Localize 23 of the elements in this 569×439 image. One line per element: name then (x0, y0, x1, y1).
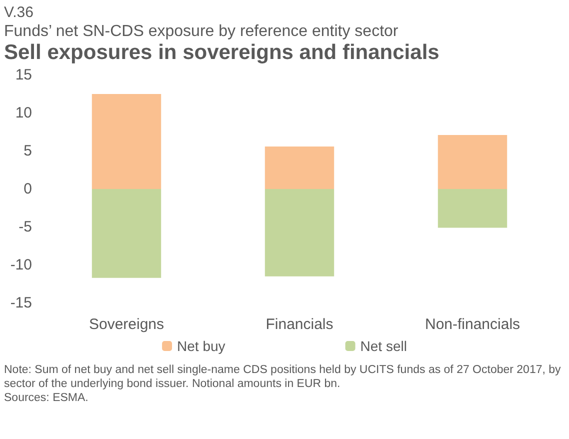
chart-title: Sell exposures in sovereigns and financials (4, 41, 440, 65)
y-tick-label: 10 (15, 104, 32, 122)
bar (264, 146, 334, 189)
x-tick-label: Sovereigns (88, 316, 164, 333)
y-tick-label: 0 (24, 180, 32, 198)
source-note: Sources: ESMA. (4, 391, 90, 405)
y-tick-label: -10 (10, 256, 32, 274)
text: V.36 (4, 4, 34, 22)
bar (92, 189, 162, 278)
bar (264, 189, 334, 276)
x-tick-label: Non-financials (424, 316, 520, 333)
chart-subtitle: Funds’ net SN-CDS exposure by reference entity sector (4, 22, 400, 41)
y-tick-label: 5 (24, 142, 32, 160)
bar (438, 135, 508, 189)
x-tick-label: Financials (266, 316, 334, 333)
y-tick-label: -5 (18, 218, 32, 236)
y-tick-label: 15 (15, 66, 32, 84)
text: Note: Sum of net buy and net sell single-name CDS positions held by UCITS funds as of 27 October 2017, by sector of the underlying bond issuer. Notional amounts in EUR bn. (4, 363, 562, 391)
bar (438, 189, 508, 228)
legend-label: Net buy (177, 338, 226, 354)
bar (92, 94, 162, 189)
legend-label: Net sell (360, 338, 407, 354)
y-tick-label: -15 (10, 294, 32, 312)
